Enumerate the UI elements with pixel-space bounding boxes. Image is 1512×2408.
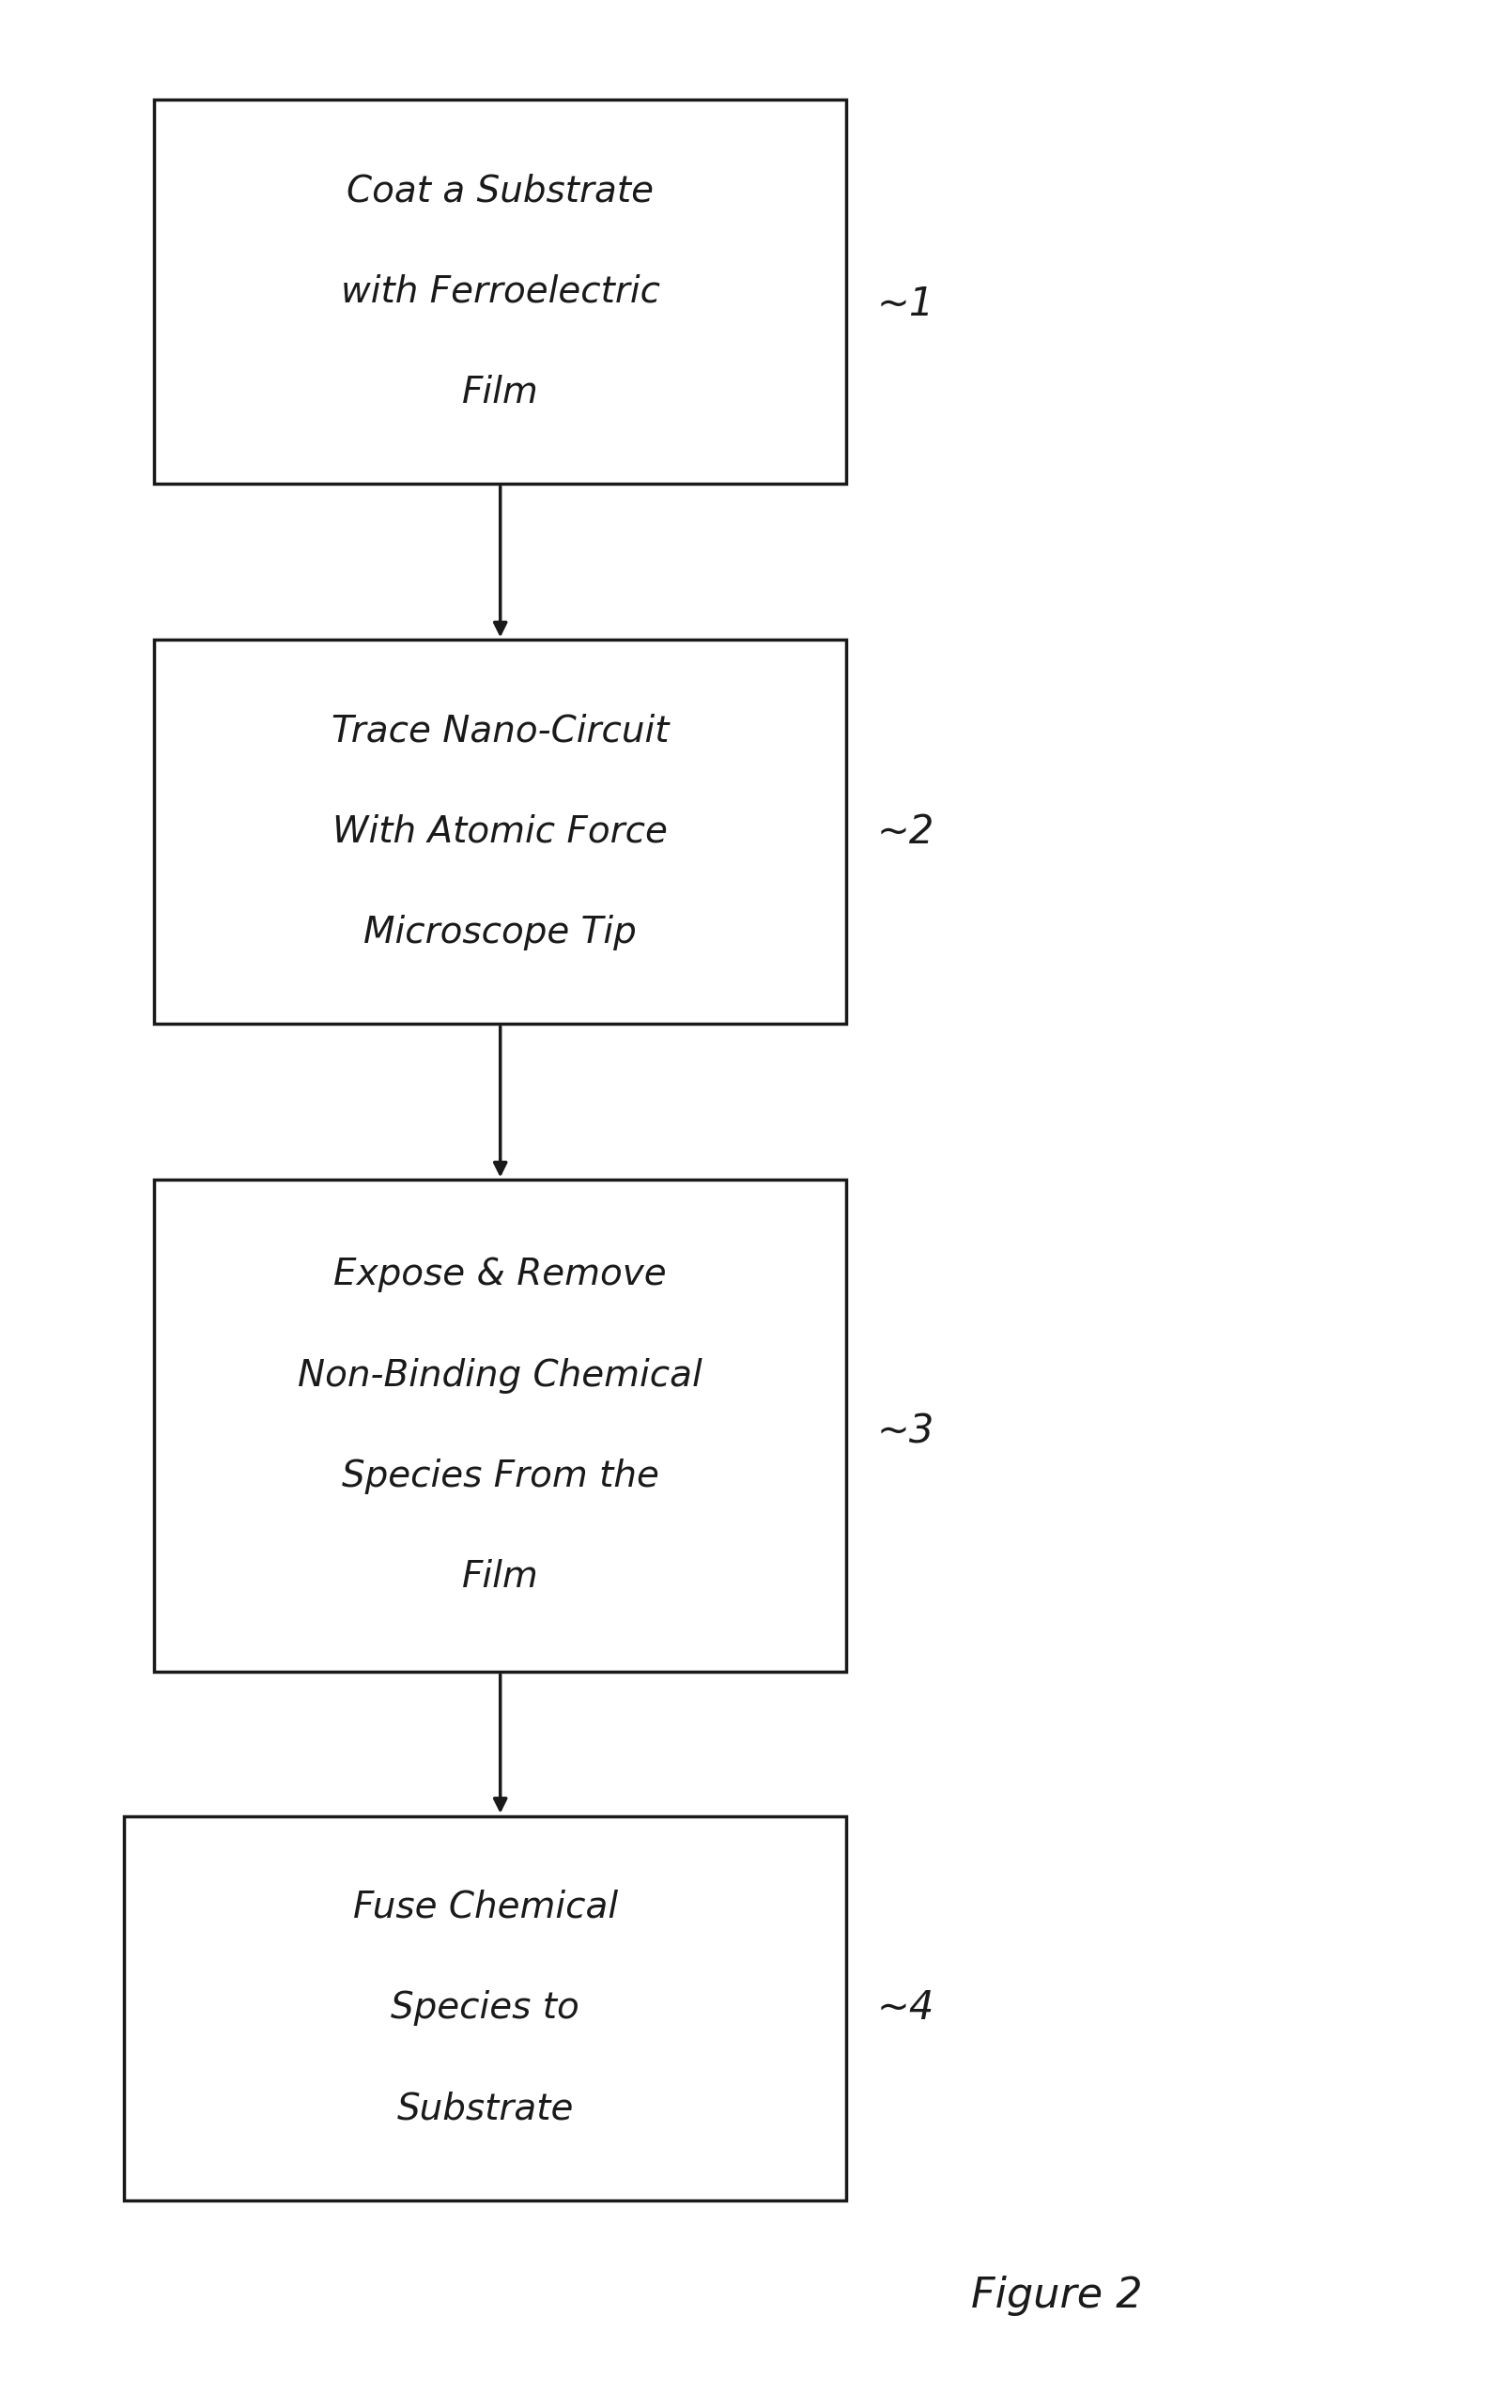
Text: with Ferroelectric: with Ferroelectric — [340, 275, 659, 311]
Text: With Atomic Force: With Atomic Force — [333, 814, 668, 850]
Text: ~4: ~4 — [877, 1989, 934, 2028]
Text: Substrate: Substrate — [396, 2090, 573, 2126]
Bar — [124, 1816, 847, 2201]
Text: Species From the: Species From the — [342, 1459, 659, 1495]
Text: Fuse Chemical: Fuse Chemical — [352, 1890, 618, 1924]
Text: ~1: ~1 — [877, 284, 934, 323]
Text: Figure 2: Figure 2 — [971, 2276, 1143, 2316]
Bar — [154, 1180, 847, 1671]
Text: ~3: ~3 — [877, 1413, 934, 1452]
Text: Coat a Substrate: Coat a Substrate — [346, 173, 653, 209]
Text: Species to: Species to — [392, 1991, 579, 2025]
Text: Microscope Tip: Microscope Tip — [364, 915, 637, 951]
Text: Non-Binding Chemical: Non-Binding Chemical — [298, 1358, 703, 1394]
Bar — [154, 641, 847, 1023]
Text: Expose & Remove: Expose & Remove — [334, 1257, 667, 1293]
Text: Film: Film — [461, 1560, 538, 1594]
Bar — [154, 99, 847, 484]
Text: Film: Film — [461, 376, 538, 412]
Text: ~2: ~2 — [877, 811, 934, 852]
Text: Trace Nano-Circuit: Trace Nano-Circuit — [331, 713, 670, 749]
